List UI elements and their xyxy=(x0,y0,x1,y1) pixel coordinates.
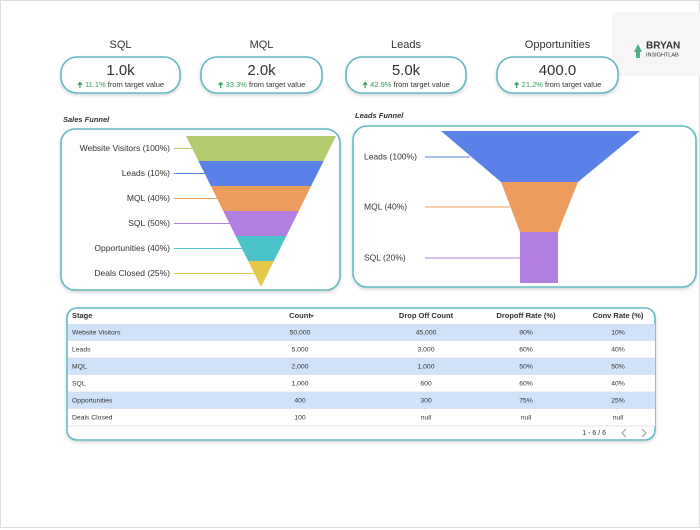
funnel-label: Opportunities (40%) xyxy=(94,243,170,253)
table-row xyxy=(68,392,655,409)
funnel-label: SQL (50%) xyxy=(128,218,170,228)
table-cell: null xyxy=(421,414,432,421)
table-header: Dropoff Rate (%) xyxy=(496,311,556,320)
table-cell: 50% xyxy=(519,363,533,370)
funnel-segment xyxy=(223,211,299,236)
kpi-delta: 42.9% from target value xyxy=(370,80,450,89)
funnel-segment xyxy=(186,136,336,161)
table-cell: 40% xyxy=(611,346,625,353)
funnel-label: Leads (100%) xyxy=(364,151,417,161)
funnel-segment xyxy=(441,131,640,182)
funnel-segment xyxy=(520,232,558,283)
table-cell: 10% xyxy=(611,329,625,336)
table-cell: 1,000 xyxy=(417,363,434,370)
logo-box xyxy=(612,12,700,76)
logo-sub: INSIGHTLAB xyxy=(646,52,679,58)
table-cell: 40% xyxy=(611,380,625,387)
sort-icon xyxy=(310,315,314,318)
prev-page[interactable] xyxy=(621,428,627,438)
kpi-delta: 21.2% from target value xyxy=(522,80,602,89)
kpi-card xyxy=(345,56,467,94)
funnel-label: MQL (40%) xyxy=(364,201,407,211)
table-cell: null xyxy=(521,414,532,421)
kpi-value: 2.0k xyxy=(247,62,276,79)
funnel-segment xyxy=(501,182,578,232)
table-row xyxy=(68,341,655,358)
table-header: Conv Rate (%) xyxy=(593,311,644,320)
logo-name: BRYAN xyxy=(646,41,680,52)
table-cell: 100 xyxy=(294,414,306,421)
table-cell: 600 xyxy=(420,380,432,387)
funnel-label: Website Visitors (100%) xyxy=(80,143,171,153)
funnel-label: MQL (40%) xyxy=(127,193,170,203)
funnel-label: Leads (10%) xyxy=(122,168,170,178)
kpi-card xyxy=(496,56,619,94)
kpi-card xyxy=(200,56,323,94)
table-row xyxy=(68,358,655,375)
pagination: 1 - 6 / 6 xyxy=(582,430,606,437)
table-cell: 60% xyxy=(519,380,533,387)
kpi-value: 1.0k xyxy=(106,62,135,79)
table-cell: SQL xyxy=(72,380,86,387)
kpi-label: SQL xyxy=(109,39,131,51)
table-cell: 60% xyxy=(519,346,533,353)
table-header: Count xyxy=(289,311,311,320)
kpi-value: 5.0k xyxy=(392,62,421,79)
kpi-delta: 11.1% from target value xyxy=(85,80,164,89)
table-cell: 1,000 xyxy=(291,380,308,387)
kpi-label: Leads xyxy=(391,39,421,51)
kpi-arrow xyxy=(77,81,83,88)
table-cell: Opportunities xyxy=(72,397,113,404)
table-header: Stage xyxy=(72,311,92,320)
table-cell: 300 xyxy=(420,397,432,404)
table-row xyxy=(68,324,655,341)
table-cell: Website Visitors xyxy=(72,329,121,336)
table-row xyxy=(68,375,655,392)
kpi-arrow xyxy=(514,81,520,88)
kpi-card xyxy=(60,56,181,94)
table-row xyxy=(68,409,655,426)
sales-funnel-title: Sales Funnel xyxy=(63,115,110,124)
table-cell: 45,000 xyxy=(416,329,437,336)
table-cell: Leads xyxy=(72,346,91,353)
next-page[interactable] xyxy=(641,428,647,438)
funnel-segment xyxy=(248,261,274,286)
kpi-value: 400.0 xyxy=(539,62,577,79)
table-header: Drop Off Count xyxy=(399,311,454,320)
leads-funnel-title: Leads Funnel xyxy=(355,111,404,120)
table-cell: 25% xyxy=(611,397,625,404)
kpi-label: MQL xyxy=(250,39,274,51)
table-cell: null xyxy=(613,414,624,421)
table-cell: 3,000 xyxy=(417,346,434,353)
logo-icon xyxy=(634,44,642,58)
funnel-segment xyxy=(210,186,312,211)
table-cell: 5,000 xyxy=(291,346,308,353)
table-cell: 90% xyxy=(519,329,533,336)
funnel-label: Deals Closed (25%) xyxy=(94,268,170,278)
table-cell: 50,000 xyxy=(290,329,311,336)
table-cell: 400 xyxy=(294,397,306,404)
table-cell: 75% xyxy=(519,397,533,404)
table-cell: 2,000 xyxy=(291,363,308,370)
kpi-delta: 33.3% from target value xyxy=(226,80,306,89)
funnel-label: SQL (20%) xyxy=(364,252,406,262)
table-cell: Deals Closed xyxy=(72,414,113,421)
kpi-label: Opportunities xyxy=(525,39,591,51)
kpi-arrow xyxy=(362,81,368,88)
table-cell: 50% xyxy=(611,363,625,370)
kpi-arrow xyxy=(218,81,224,88)
funnel-segment xyxy=(235,236,287,261)
table-cell: MQL xyxy=(72,363,87,370)
funnel-segment xyxy=(198,161,324,186)
